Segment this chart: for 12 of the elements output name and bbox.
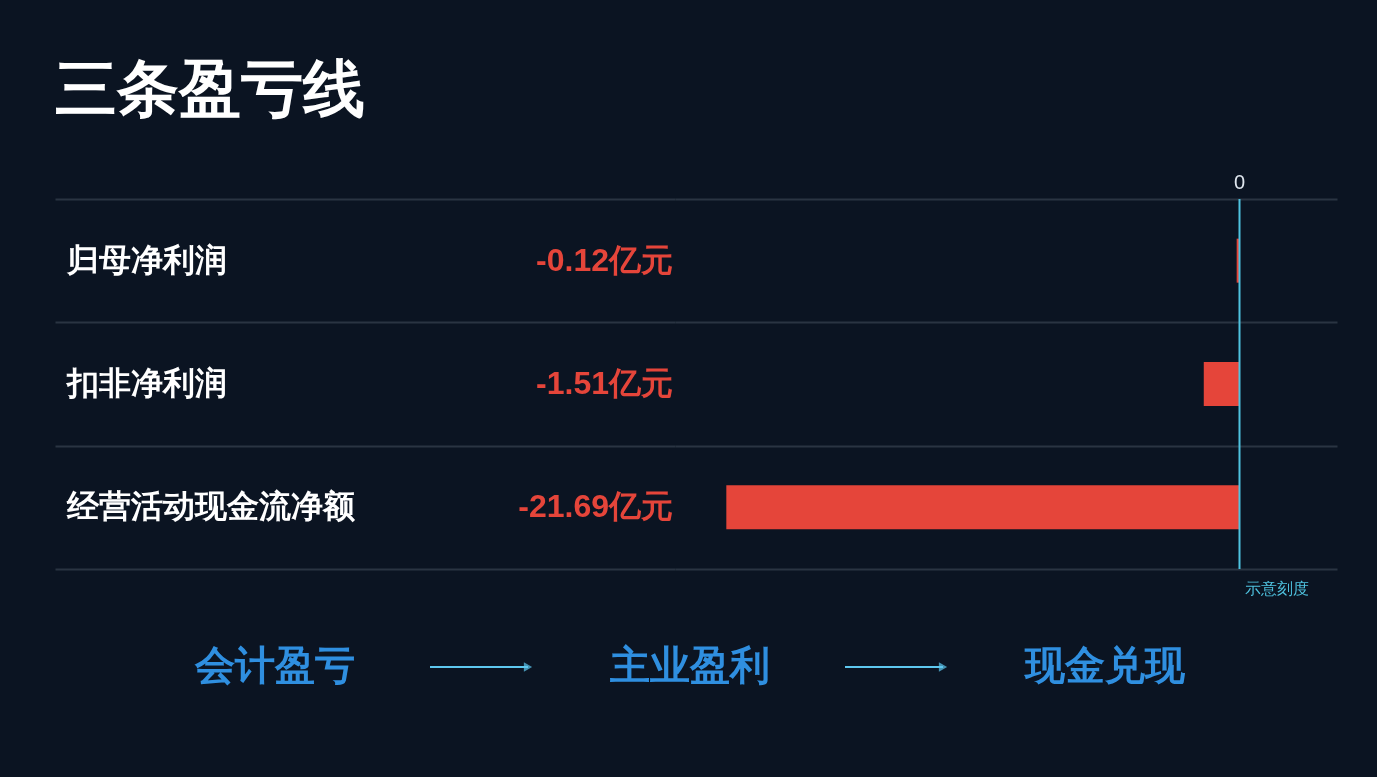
- text: 现金兑现: [1023, 643, 1186, 687]
- y-tick-label: 扣非净利润: [65, 365, 227, 401]
- text: 主业盈利: [609, 643, 770, 687]
- text: 会计盈亏: [194, 643, 355, 687]
- text: 三条盈亏线: [55, 54, 365, 123]
- text: 0: [1233, 171, 1246, 193]
- data-label: -21.69亿元: [518, 488, 673, 525]
- y-tick-label: 归母净利润: [66, 241, 227, 278]
- y-tick-label: 经营活动现金流净额: [66, 488, 355, 525]
- data-label: -0.12亿元: [536, 241, 673, 278]
- text: 示意刻度: [1245, 580, 1309, 597]
- data-label: -1.51亿元: [536, 365, 673, 401]
